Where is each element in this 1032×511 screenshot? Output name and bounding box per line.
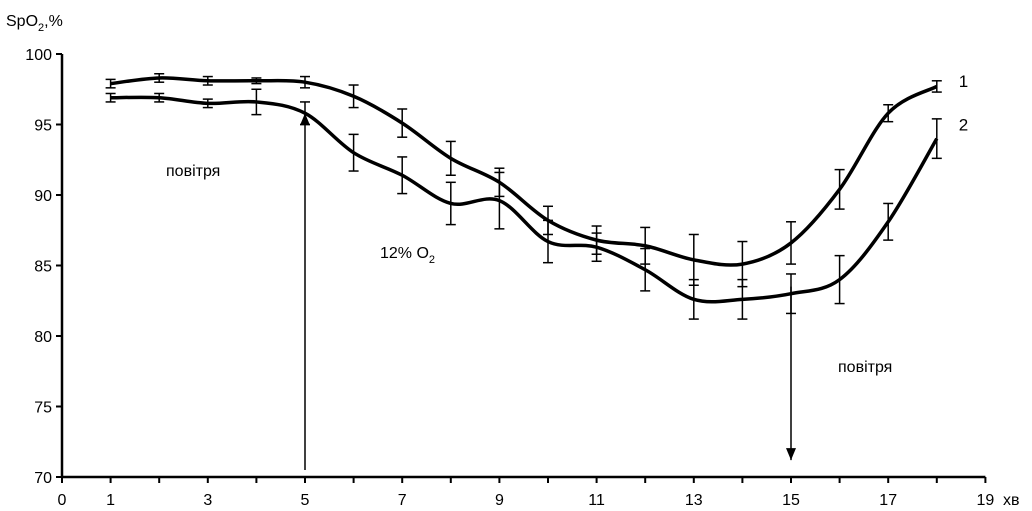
error-bar [883, 104, 894, 123]
error-bar [737, 278, 748, 320]
y-axis-label: SpO2,% [6, 13, 63, 34]
error-bar [251, 88, 262, 116]
error-bar [251, 77, 262, 85]
error-bar [640, 247, 651, 292]
error-bar [105, 92, 116, 103]
series-label-1: 1 [959, 72, 968, 91]
error-bar [348, 133, 359, 172]
x-tick-label: 3 [203, 492, 212, 509]
axes: SpO2,% хв [6, 13, 1020, 509]
error-bar [931, 80, 942, 93]
x-axis-label: хв [1003, 492, 1020, 509]
x-tick-label: 5 [301, 492, 310, 509]
error-bar [397, 108, 408, 138]
annotations: повітря 12% O2 повітря [166, 113, 892, 470]
series-lines: 12 [105, 72, 968, 320]
arrow-head [300, 113, 310, 126]
error-bar [202, 75, 213, 86]
series-label-2: 2 [959, 116, 968, 135]
y-tick-label: 70 [34, 470, 52, 487]
y-tick-label: 75 [34, 400, 52, 417]
annotation-hypoxia: 12% O2 [380, 245, 435, 266]
error-bar [445, 181, 456, 226]
x-tick-label: 0 [58, 492, 67, 509]
arrow-head [786, 448, 796, 461]
error-bar [397, 156, 408, 195]
error-bar [494, 171, 505, 230]
y-tick-label: 80 [34, 329, 52, 346]
error-bar [202, 98, 213, 109]
error-bar [154, 72, 165, 83]
error-bar [688, 278, 699, 320]
y-tick-label: 100 [25, 47, 52, 64]
x-tick-label: 19 [977, 492, 995, 509]
error-bar [348, 84, 359, 109]
error-bar [883, 202, 894, 241]
error-bar [105, 78, 116, 89]
x-tick-label: 9 [495, 492, 504, 509]
x-tick-label: 7 [398, 492, 407, 509]
error-bar [543, 219, 553, 264]
error-bar [591, 232, 602, 263]
annotation-air-after: повітря [838, 359, 892, 376]
y-tick-label: 90 [34, 188, 52, 205]
y-tick-label: 95 [34, 118, 52, 135]
x-tick-label: 15 [782, 492, 800, 509]
error-bar [445, 140, 456, 177]
annotation-air-before: повітря [166, 163, 220, 180]
arrow-up [300, 113, 310, 470]
y-tick-label: 85 [34, 259, 52, 276]
error-bar [834, 168, 845, 210]
series-2: 2 [105, 88, 968, 320]
series-1: 1 [105, 72, 968, 288]
x-tick-label: 17 [879, 492, 897, 509]
error-bar [834, 254, 845, 305]
x-tick-label: 11 [588, 492, 605, 509]
error-bar [786, 221, 796, 265]
error-bar [154, 92, 165, 103]
x-tick-label: 13 [685, 492, 703, 509]
error-bar [931, 118, 942, 160]
arrow-down [786, 286, 796, 461]
error-bar [300, 75, 310, 89]
x-tick-label: 1 [106, 492, 115, 509]
series-line-1 [110, 76, 938, 267]
